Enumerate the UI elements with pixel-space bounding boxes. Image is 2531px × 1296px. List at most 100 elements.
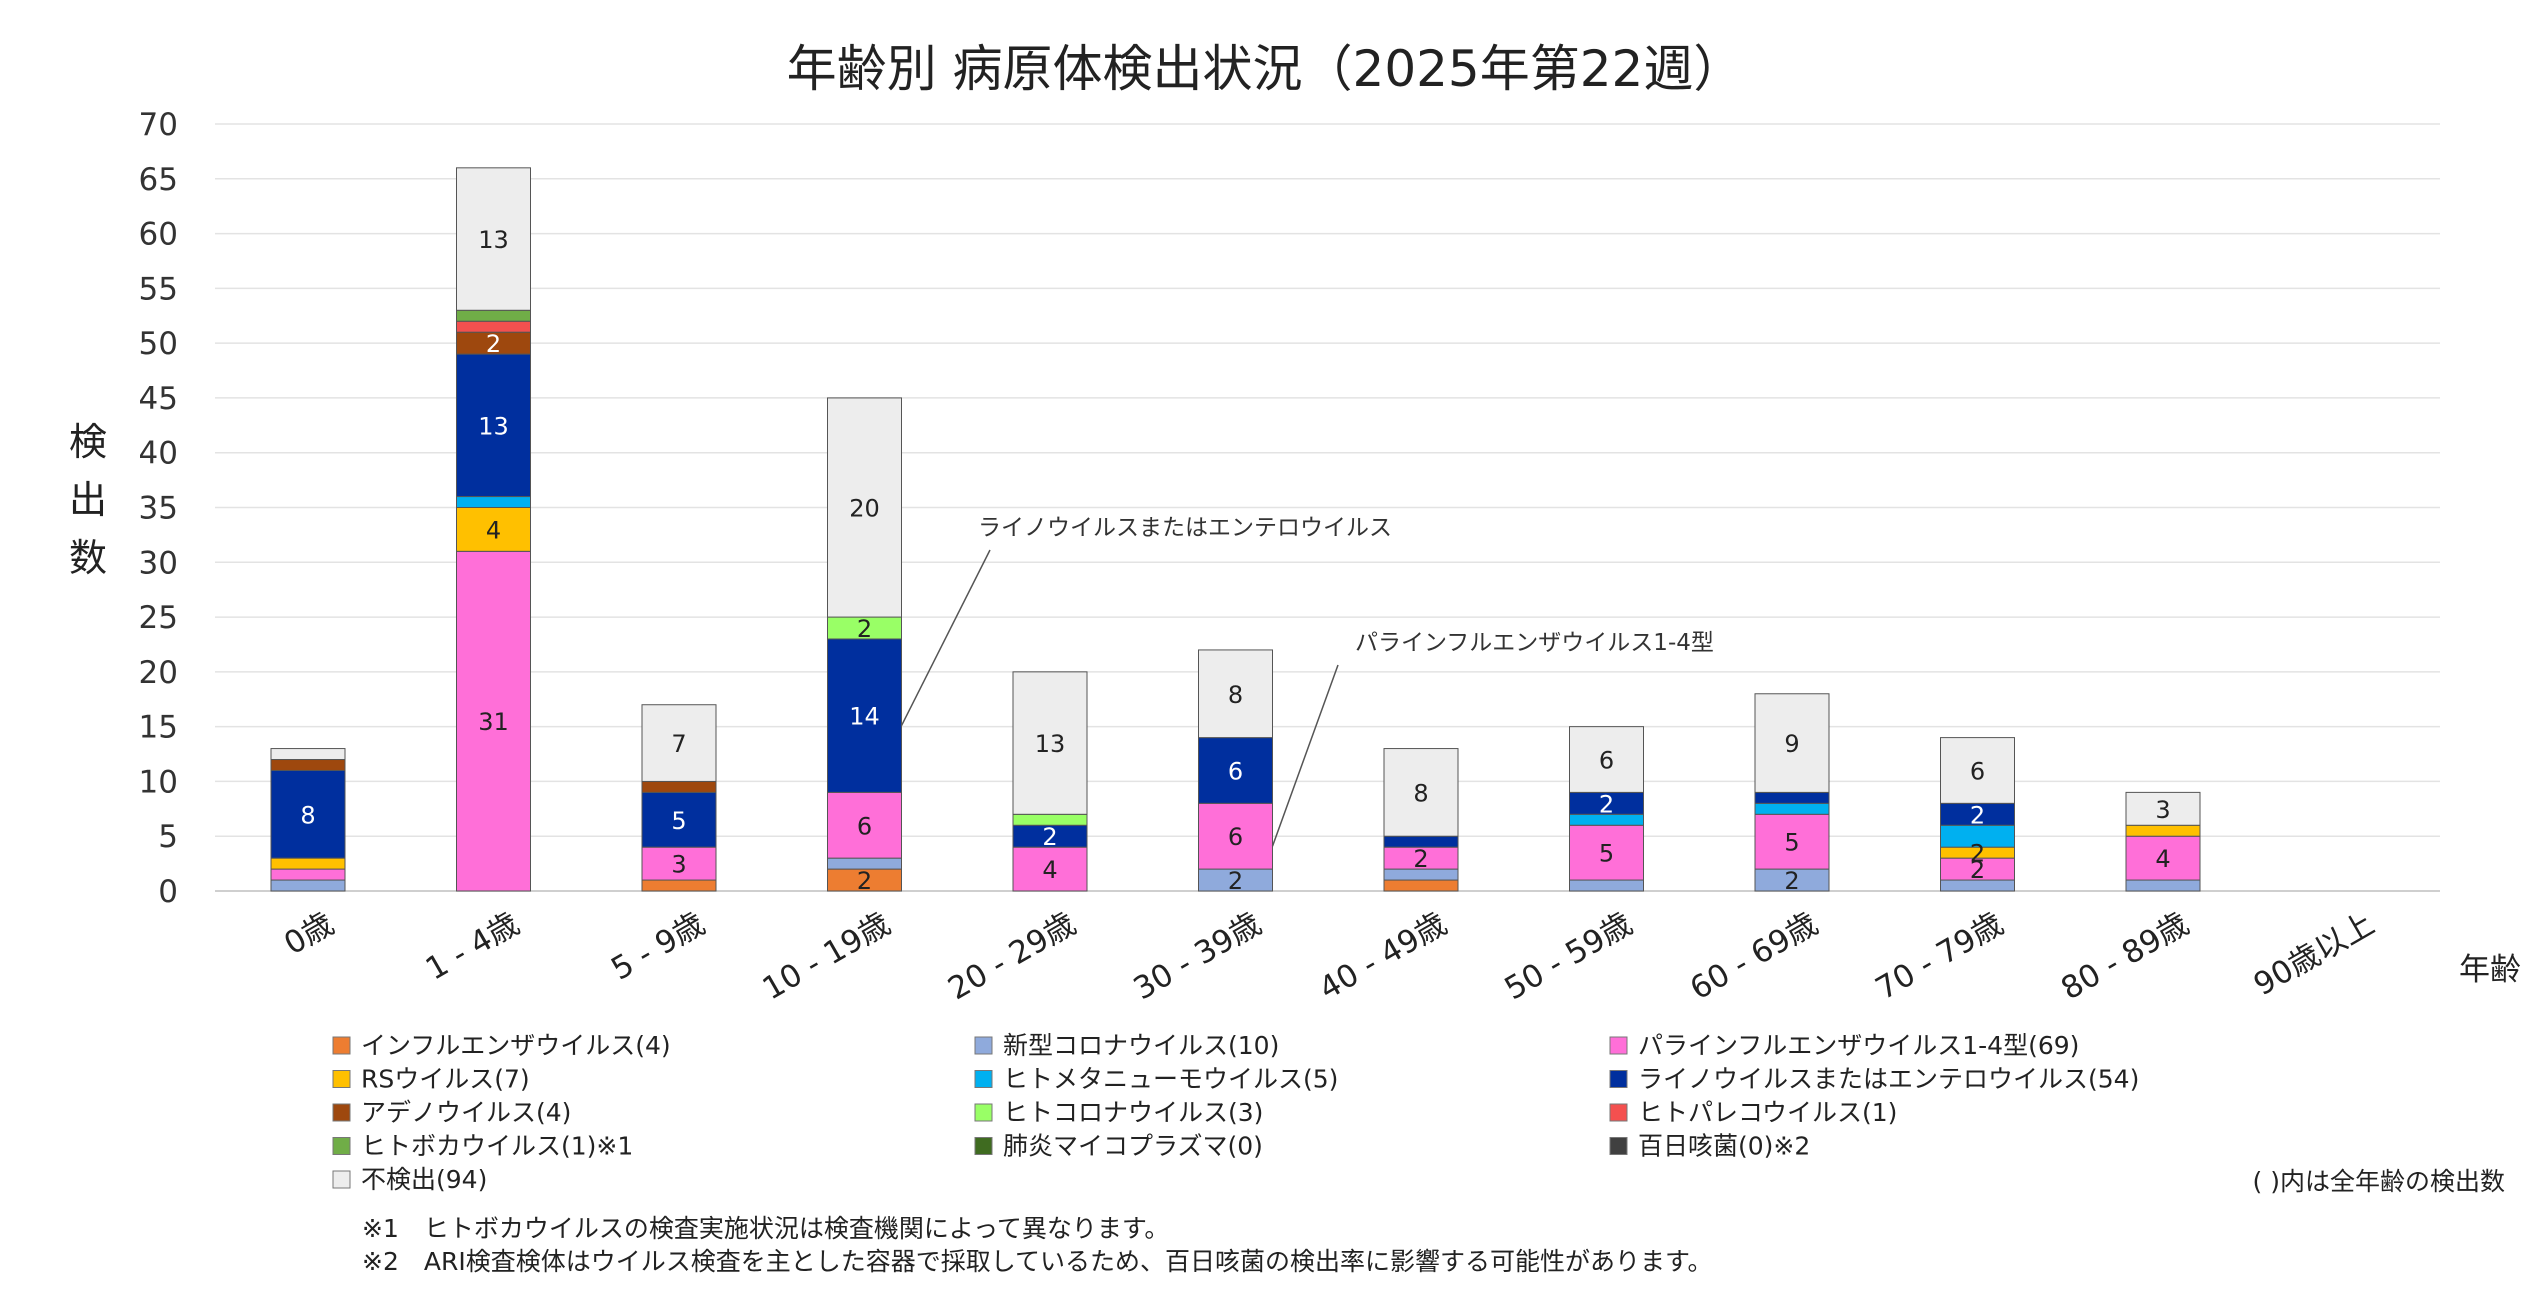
y-tick-label: 25 <box>139 600 178 636</box>
legend-label: 不検出(94) <box>361 1165 487 1194</box>
bar-segment <box>2125 835 2201 881</box>
data-label: 2 <box>1599 790 1614 818</box>
bar-segment <box>1012 846 1088 892</box>
bar-segment <box>641 791 717 848</box>
data-label: 4 <box>486 516 501 544</box>
data-label: 13 <box>478 412 509 440</box>
gridlines <box>215 123 2440 892</box>
bar-segment <box>1754 791 1830 804</box>
bar-segment <box>1569 726 1644 793</box>
bar-segment <box>1754 802 1830 815</box>
data-label: 20 <box>849 495 880 523</box>
legend-label: ヒトボカウイルス(1)※1 <box>361 1132 633 1161</box>
data-label: 2 <box>1970 840 1985 868</box>
y-tick-label: 60 <box>139 217 178 253</box>
y-axis-ticks: 0 5 10 15 20 25 30 35 40 45 50 55 60 65 70 <box>139 107 178 910</box>
legend-label: パラインフルエンザウイルス1-4型(69) <box>1638 1031 2079 1060</box>
y-tick-label: 45 <box>139 381 178 417</box>
data-label: 9 <box>1784 730 1799 758</box>
y-tick-label: 15 <box>139 710 178 746</box>
bar-segment <box>270 879 346 892</box>
data-label: 6 <box>1970 757 1985 785</box>
legend-note: ( )内は全年齢の検出数 <box>2253 1167 2505 1196</box>
data-label: 5 <box>1599 840 1614 868</box>
legend-label: アデノウイルス(4) <box>361 1098 571 1127</box>
y-axis-label-char: 出 <box>69 478 107 522</box>
y-tick-label: 50 <box>139 326 178 362</box>
legend-swatch <box>332 1170 351 1189</box>
legend-swatch <box>332 1103 351 1122</box>
y-tick-label: 5 <box>158 819 178 855</box>
bar-segment <box>270 748 346 761</box>
bar-segment <box>1012 671 1088 815</box>
data-label: 8 <box>1228 681 1243 709</box>
legend-swatch <box>974 1070 993 1088</box>
bar-segment <box>1569 879 1644 892</box>
legend-swatch <box>1609 1070 1628 1088</box>
bar-segment <box>1198 802 1273 870</box>
bar-segment <box>2125 791 2201 826</box>
bar-segment <box>641 704 717 782</box>
bar-segment <box>827 638 902 793</box>
data-label: 5 <box>1784 829 1799 857</box>
data-label: 7 <box>671 730 686 758</box>
bar-segment <box>1383 748 1459 837</box>
data-label: 8 <box>300 801 315 829</box>
data-label: 6 <box>857 812 872 840</box>
legend-swatch <box>974 1103 993 1122</box>
data-label: 2 <box>857 867 872 895</box>
bar-segment <box>456 309 531 322</box>
bar-segment <box>641 846 717 881</box>
bar-segment <box>456 496 531 508</box>
data-label: 2 <box>1970 801 1985 829</box>
legend-swatch <box>332 1070 351 1088</box>
data-label: 3 <box>2155 796 2170 824</box>
legend-label: 新型コロナウイルス(10) <box>1003 1031 1279 1060</box>
x-axis-label: 年齢 <box>2459 952 2521 988</box>
legend-label: 百日咳菌(0)※2 <box>1638 1132 1810 1161</box>
bar-segment <box>827 397 902 618</box>
y-axis-label-char: 検 <box>69 420 107 464</box>
bars <box>270 167 2201 892</box>
annotation-leader <box>900 549 991 727</box>
annotation-text: ライノウイルスまたはエンテロウイルス <box>978 515 1392 541</box>
data-label: 6 <box>1599 747 1614 775</box>
legend-label: ヒトメタニューモウイルス(5) <box>1003 1065 1338 1094</box>
legend-swatch <box>974 1137 993 1155</box>
legend-swatch <box>1609 1137 1628 1155</box>
legend-label: 肺炎マイコプラズマ(0) <box>1003 1132 1263 1161</box>
bar-segment <box>1198 737 1273 804</box>
bar-segment <box>1383 879 1459 892</box>
legend: インフルエンザウイルス(4) 新型コロナウイルス(10) パラインフルエンザウイルス… <box>332 1031 2139 1194</box>
bar-segment <box>827 791 902 859</box>
bar-segment <box>2125 824 2201 837</box>
data-label: 2 <box>1784 867 1799 895</box>
footnote-2: ※2 ARI検査検体はウイルス検査を主とした容器で採取しているため、百日咳菌の検… <box>362 1247 1712 1276</box>
data-label: 6 <box>1228 823 1243 851</box>
y-tick-label: 65 <box>139 162 178 198</box>
data-label: 2 <box>1228 867 1243 895</box>
legend-swatch <box>332 1137 351 1155</box>
y-tick-label: 40 <box>139 436 178 472</box>
bar-segment <box>1198 649 1273 739</box>
legend-swatch <box>974 1036 993 1055</box>
chart-title: 年齢別 病原体検出状況（2025年第22週） <box>787 40 1744 98</box>
legend-swatch <box>332 1036 351 1055</box>
bar-segment <box>270 759 346 771</box>
data-label: 2 <box>486 330 501 358</box>
y-tick-label: 70 <box>139 107 178 143</box>
data-labels: 8314132133572614220421326682852625922264… <box>300 226 2170 895</box>
y-tick-label: 0 <box>158 874 178 910</box>
data-label: 3 <box>671 851 686 879</box>
y-tick-label: 20 <box>139 655 178 691</box>
y-tick-label: 30 <box>139 545 178 581</box>
annotation-text: パラインフルエンザウイルス1-4型 <box>1355 630 1714 656</box>
legend-label: ヒトコロナウイルス(3) <box>1003 1098 1263 1127</box>
bar-segment <box>1754 693 1830 793</box>
y-tick-label: 35 <box>139 491 178 527</box>
y-axis-label-char: 数 <box>69 536 107 580</box>
bar-segment <box>1940 737 2015 804</box>
